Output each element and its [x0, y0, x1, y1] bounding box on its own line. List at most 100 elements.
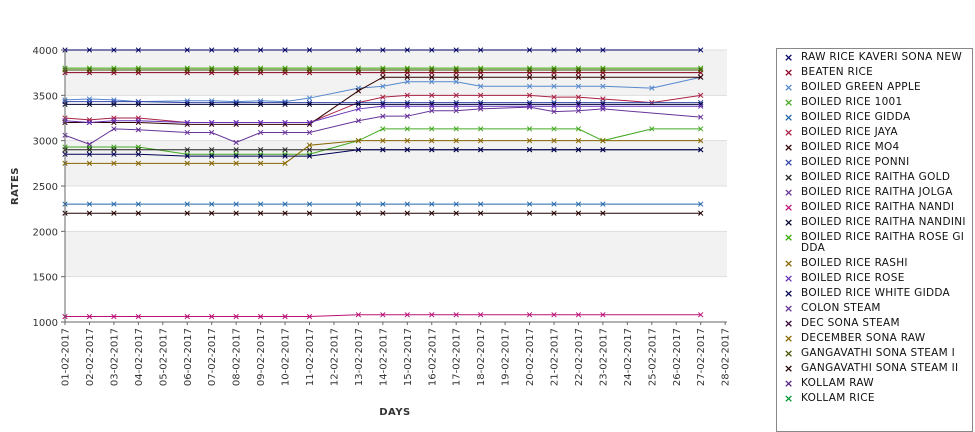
data-point: [86, 47, 93, 53]
data-point: [355, 106, 362, 112]
y-tick-label: 3000: [33, 137, 58, 148]
legend-marker-icon: ×: [784, 257, 794, 270]
data-point: [698, 201, 704, 207]
legend-entry: × GANGAVATHI SONA STEAM I: [777, 347, 972, 360]
data-point: [453, 126, 459, 132]
data-point: [429, 138, 435, 144]
data-point: [477, 126, 484, 132]
data-point: [355, 312, 362, 318]
data-point: [453, 74, 459, 80]
data-point: [209, 147, 215, 153]
legend-label: BOILED RICE JAYA: [801, 126, 898, 138]
data-point: [380, 138, 386, 144]
data-point: [600, 103, 606, 109]
data-point: [453, 201, 459, 207]
data-point: [184, 119, 190, 126]
data-point: [380, 126, 386, 132]
legend-entry: × BOILED RICE 1001: [777, 96, 972, 109]
x-axis-label: DAYS: [379, 407, 411, 418]
legend-entry: × BOILED RICE WHITE GIDDA: [777, 288, 972, 300]
data-point: [135, 118, 142, 124]
legend-marker-icon: ×: [784, 186, 794, 199]
data-point: [111, 210, 117, 216]
data-point: [477, 312, 484, 318]
x-tick-label: 03-02-2017: [109, 328, 120, 386]
legend-marker-icon: ×: [784, 377, 794, 390]
data-point: [477, 103, 484, 109]
data-point: [551, 201, 557, 207]
data-point: [698, 74, 704, 80]
y-tick-labels: 1000 1500 2000 2500 3000 3500 4000: [33, 46, 65, 329]
x-tick-label: 18-02-2017: [476, 328, 487, 386]
x-tick-label: 06-02-2017: [183, 328, 194, 386]
legend-entry: × DEC SONA STEAM: [777, 317, 972, 330]
data-point: [209, 210, 215, 216]
data-point: [526, 74, 533, 80]
data-point: [477, 210, 484, 216]
data-point: [209, 101, 215, 108]
data-point: [135, 67, 142, 73]
data-point: [233, 313, 239, 320]
y-tick-label: 4000: [33, 46, 58, 57]
data-point: [135, 160, 142, 166]
legend-marker-icon: ×: [784, 171, 794, 184]
data-point: [575, 147, 582, 153]
x-tick-label: 15-02-2017: [403, 328, 414, 386]
series-0: [62, 47, 704, 53]
data-point: [111, 47, 117, 53]
data-point: [233, 119, 239, 126]
data-point: [600, 47, 606, 53]
x-tick-label: 28-02-2017: [721, 328, 732, 386]
data-point: [306, 47, 313, 53]
legend-marker-icon: ×: [784, 51, 794, 64]
series-10: [62, 312, 704, 320]
plot-band: [65, 231, 727, 277]
data-point: [551, 67, 557, 73]
data-point: [209, 119, 215, 126]
legend-entry: × BOILED GREEN APPLE: [777, 82, 972, 94]
data-point: [575, 47, 582, 53]
data-point: [404, 147, 410, 153]
x-tick-label: 25-02-2017: [647, 328, 658, 386]
data-point: [698, 92, 704, 98]
data-point: [257, 101, 264, 108]
data-point: [282, 153, 288, 159]
data-point: [306, 153, 313, 159]
data-point: [257, 147, 264, 153]
data-point: [184, 67, 190, 73]
legend-label: BOILED RICE RAITHA JOLGA: [801, 186, 953, 198]
data-point: [429, 92, 435, 98]
data-point: [380, 147, 386, 153]
data-point: [233, 101, 239, 108]
legend-label: BOILED RICE RASHI: [801, 257, 908, 269]
legend-label: DEC SONA STEAM: [801, 317, 900, 329]
data-point: [698, 67, 704, 73]
legend-label: BOILED RICE MO4: [801, 141, 900, 153]
data-point: [477, 147, 484, 153]
data-point: [355, 101, 362, 108]
legend-marker-icon: ×: [784, 272, 794, 285]
legend-label: BOILED RICE 1001: [801, 96, 903, 108]
data-point: [600, 67, 606, 73]
data-point: [551, 147, 557, 153]
data-point: [257, 47, 264, 53]
data-point: [575, 201, 582, 207]
data-point: [404, 138, 410, 144]
series-20: [62, 210, 704, 216]
legend-label: GANGAVATHI SONA STEAM I: [801, 347, 956, 359]
data-point: [111, 118, 117, 124]
data-point: [477, 83, 484, 89]
data-point: [184, 147, 190, 153]
legend-entry: × RAW RICE KAVERI SONA NEW: [777, 51, 972, 64]
x-tick-label: 20-02-2017: [525, 328, 536, 386]
data-point: [698, 210, 704, 216]
legend-marker-icon: ×: [784, 66, 794, 79]
legend-entry: × BOILED RICE JAYA: [777, 126, 972, 139]
data-point: [429, 126, 435, 132]
data-point: [477, 201, 484, 207]
legend-marker-icon: ×: [784, 332, 794, 345]
data-point: [600, 83, 606, 89]
data-point: [453, 138, 459, 144]
data-point: [429, 103, 435, 109]
